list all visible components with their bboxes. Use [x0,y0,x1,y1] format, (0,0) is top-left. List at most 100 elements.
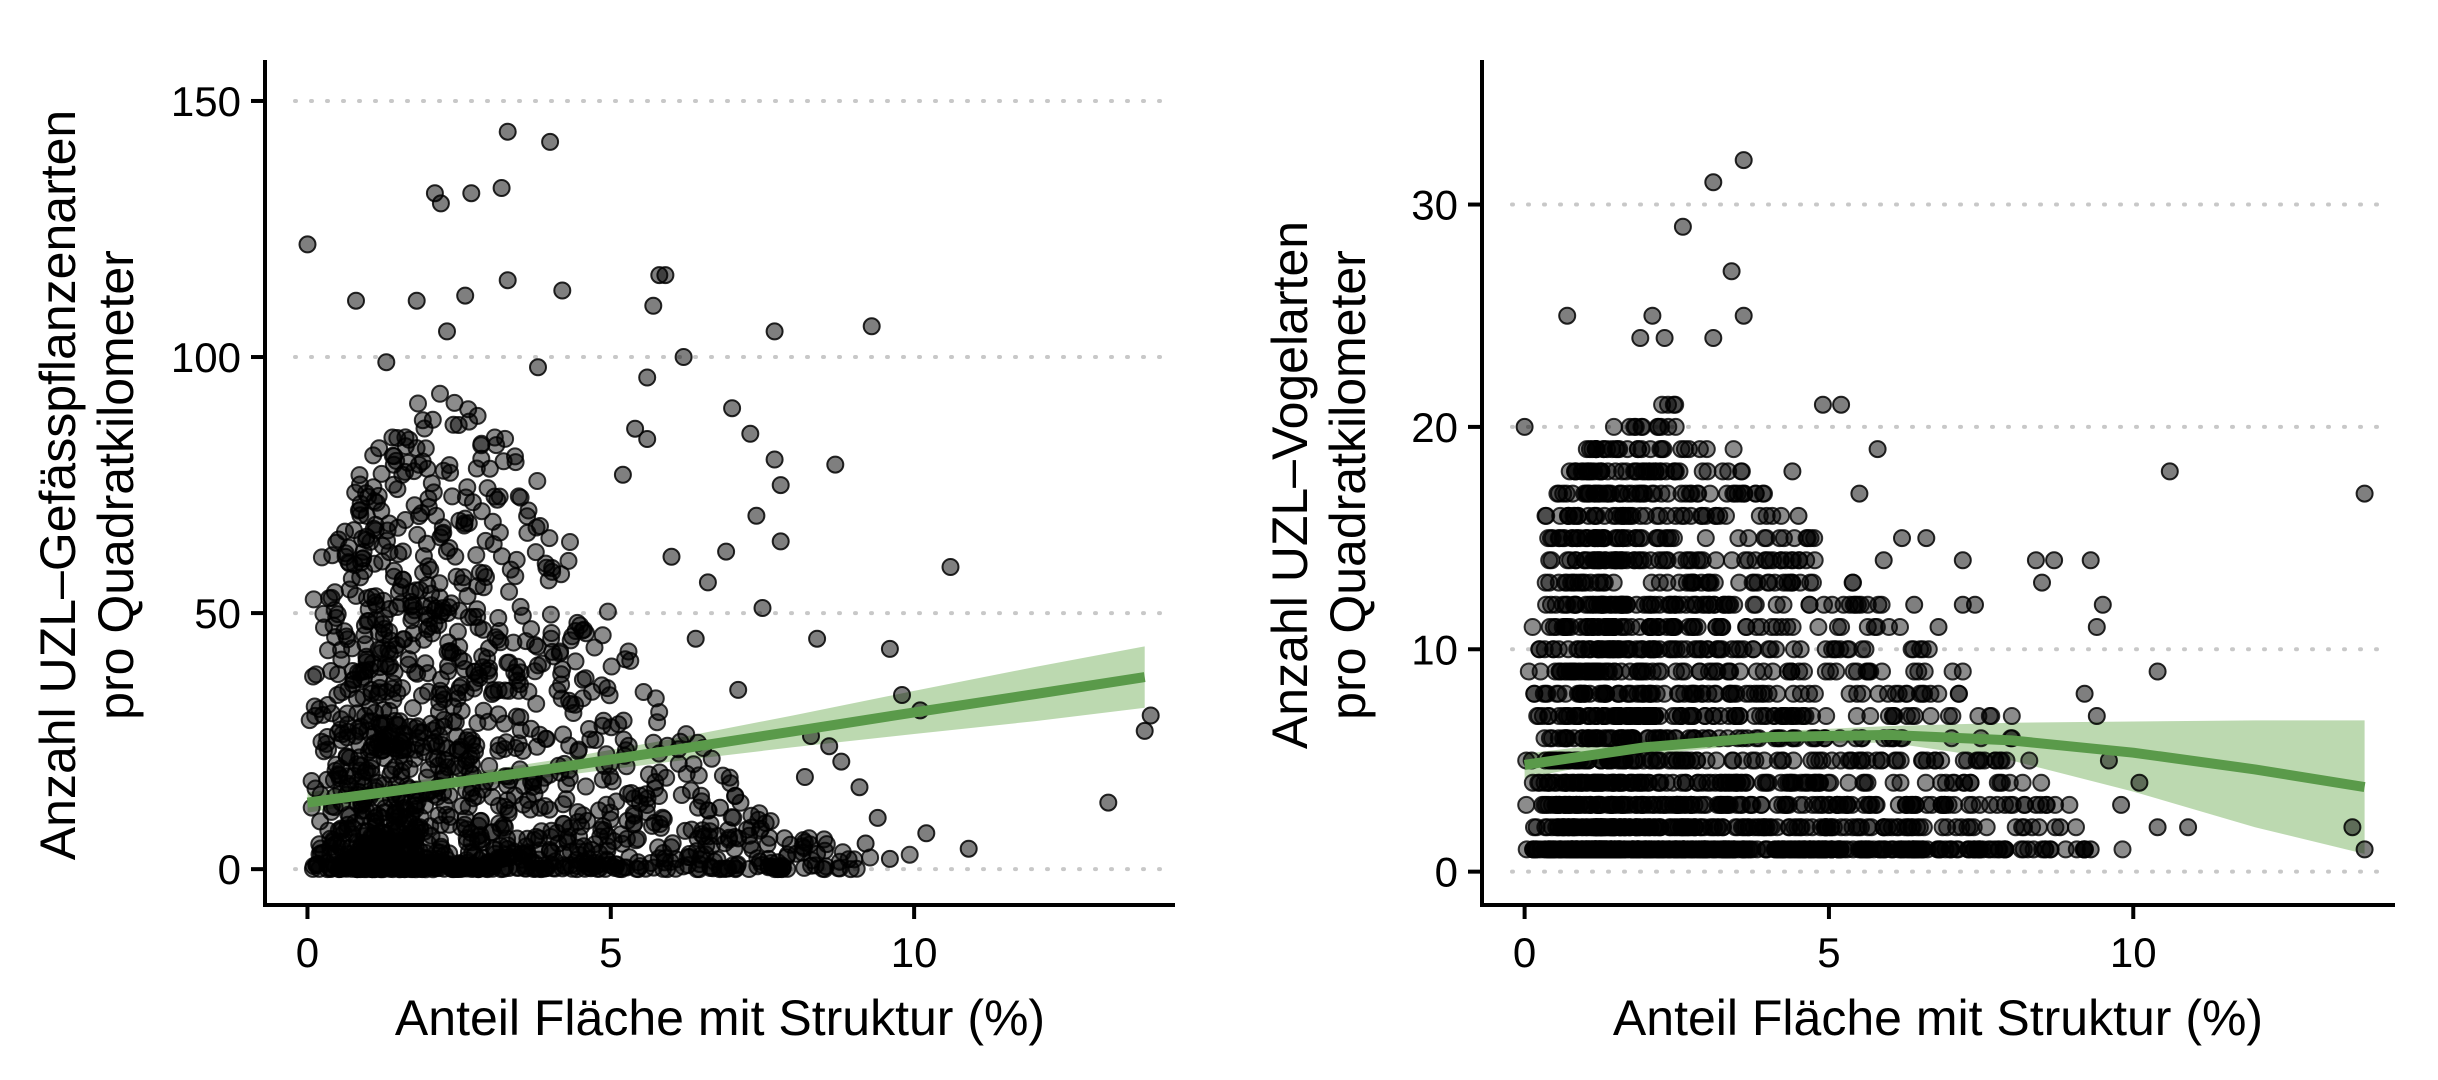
scatter-point [2051,818,2070,837]
scatter-point [485,683,503,702]
scatter-point [302,772,321,790]
scatter-point [1839,773,1858,792]
scatter-point [900,845,919,864]
scatter-point [1660,751,1678,770]
scatter-point [2087,618,2106,636]
scatter-point [1822,751,1841,770]
scatter-point [1734,818,1753,837]
scatter-point [1803,573,1822,592]
scatter-point [1805,551,1824,570]
scatter-point [506,447,524,466]
scatter-point [468,714,487,732]
trend-line [306,672,1146,808]
scatter-point [409,394,427,413]
scatter-point [354,687,373,706]
scatter-point [356,852,375,871]
scatter-point [465,662,484,681]
scatter-point [1673,818,1692,837]
scatter-point [1598,484,1617,503]
scatter-point [1736,551,1755,570]
scatter-point [2045,551,2064,570]
scatter-point [356,801,375,820]
scatter-point [314,604,333,623]
scatter-point [478,649,496,668]
scatter-point [1617,462,1636,481]
scatter-point [917,824,936,843]
scatter-point [676,821,695,840]
scatter-point [1574,795,1593,814]
scatter-point [2355,840,2374,859]
scatter-point [1517,795,1536,814]
scatter-point [427,859,446,878]
scatter-point [1578,484,1597,503]
panel-bird-species: 0 10 20 30 0 5 10 Anteil Fläche mit Struktur (… [1262,60,2395,1046]
scatter-point [1778,662,1797,681]
scatter-point [638,430,657,448]
scatter-point [1805,684,1824,703]
scatter-point [433,518,452,537]
scatter-point [530,725,549,744]
scatter-point [413,411,432,430]
scatter-point [1584,551,1603,570]
scatter-point [1751,707,1770,725]
scatter-point [602,718,621,737]
scatter-point [1986,751,2005,770]
scatter-point [596,859,615,878]
scatter-point [402,611,421,630]
scatter-point [1740,840,1759,859]
scatter-point [1809,618,1828,636]
scatter-point [544,647,563,666]
scatter-point [321,829,340,848]
scatter-point [1679,707,1698,725]
scatter-point [1893,529,1911,548]
scatter-point [1531,662,1550,681]
scatter-point [722,808,741,827]
scatter-point [1564,595,1583,614]
scatter-point [351,761,370,780]
scatter-point [542,629,561,648]
scatter-point [1817,707,1836,725]
scatter-point [329,530,348,549]
scatter-point [1800,595,1819,614]
scatter-point [1589,529,1607,548]
scatter-point [689,766,708,785]
scatter-point [444,415,463,434]
x-tick-label: 5 [599,929,622,976]
scatter-point [464,607,483,626]
scatter-point [419,498,438,516]
scatter-point [959,839,978,858]
scatter-point [467,459,486,478]
scatter-point [459,400,478,419]
scatter-point [721,774,740,793]
scatter-point [1649,618,1668,636]
scatter-point [431,384,449,403]
scatter-point [2056,840,2075,859]
scatter-point [2355,484,2374,503]
scatter-point [1557,573,1576,592]
scatter-point [723,856,742,875]
scatter-point [322,802,341,821]
scatter-point [553,281,572,300]
scatter-point [1515,417,1534,436]
scatter-point [1583,818,1602,837]
scatter-point [813,859,832,878]
scatter-point [511,488,530,507]
scatter-point [559,551,578,570]
scatter-point [411,581,430,599]
scatter-point [391,741,410,760]
scatter-point [1757,506,1776,525]
scatter-point [541,605,560,624]
scatter-point [1850,484,1869,503]
scatter-point [318,728,337,746]
scatter-point [1734,306,1753,325]
scatter-point [491,819,510,838]
scatter-point [1632,440,1651,459]
scatter-point [1540,551,1559,570]
scatter-point [1918,751,1936,770]
scatter-point [500,582,519,601]
scatter-point [1828,618,1847,636]
scatter-point [1643,306,1662,325]
scatter-point [396,428,415,447]
scatter-point [1953,551,1972,570]
scatter-point [808,629,827,648]
